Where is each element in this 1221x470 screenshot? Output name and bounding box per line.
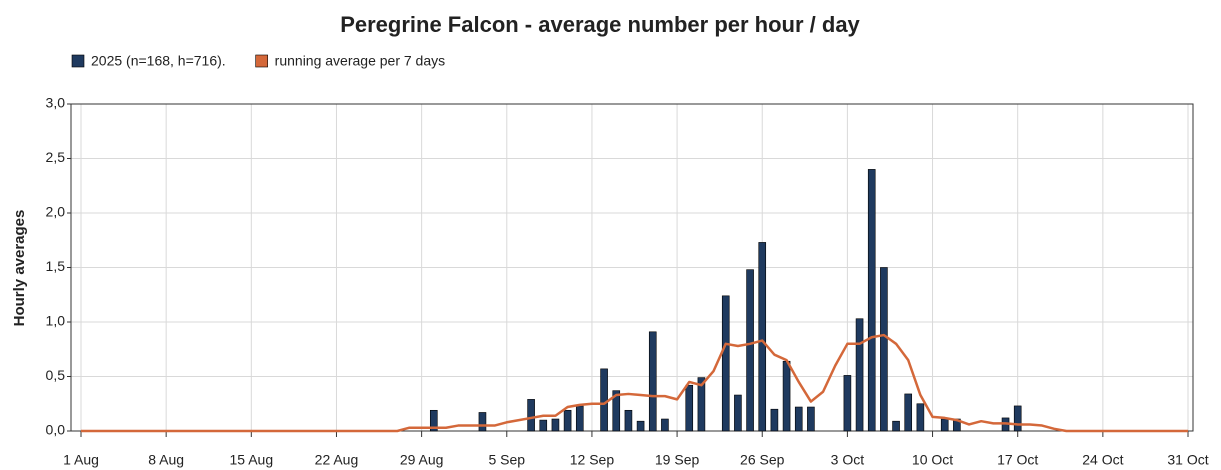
y-tick-label: 2,0 bbox=[46, 204, 66, 220]
bar bbox=[721, 295, 730, 432]
bar bbox=[563, 409, 572, 432]
y-tick-label: 1,0 bbox=[46, 313, 66, 329]
x-tick-label: 1 Aug bbox=[63, 452, 99, 468]
x-tick-label: 31 Oct bbox=[1167, 452, 1208, 468]
x-tick-label: 12 Sep bbox=[570, 452, 615, 468]
bar bbox=[746, 269, 754, 432]
x-tick-label: 17 Oct bbox=[997, 452, 1038, 468]
bar bbox=[782, 360, 791, 432]
x-tick-label: 8 Aug bbox=[148, 452, 184, 468]
legend-swatch bbox=[255, 54, 268, 68]
bar bbox=[575, 405, 584, 432]
bar bbox=[807, 406, 815, 432]
y-axis-label: Hourly averages bbox=[11, 210, 28, 327]
bar bbox=[636, 420, 645, 432]
y-tick-label: 0,5 bbox=[46, 367, 66, 383]
x-tick-label: 15 Aug bbox=[230, 452, 274, 468]
bar bbox=[551, 418, 560, 432]
x-tick-label: 10 Oct bbox=[912, 452, 953, 468]
chart-title: Peregrine Falcon - average number per ho… bbox=[340, 12, 860, 37]
y-tick-label: 0,0 bbox=[46, 422, 66, 438]
bar bbox=[612, 390, 621, 432]
y-tick-label: 3,0 bbox=[46, 95, 66, 111]
bar bbox=[697, 377, 706, 432]
bar bbox=[661, 418, 669, 432]
x-tick-label: 5 Sep bbox=[488, 452, 525, 468]
bar bbox=[600, 368, 608, 432]
bar bbox=[429, 409, 438, 432]
x-tick-label: 24 Oct bbox=[1082, 452, 1123, 468]
x-tick-label: 19 Sep bbox=[655, 452, 700, 468]
bar bbox=[904, 393, 913, 432]
bar bbox=[478, 412, 487, 432]
legend-swatch bbox=[71, 54, 85, 68]
bar bbox=[940, 418, 949, 432]
bar bbox=[1013, 405, 1022, 432]
y-tick-label: 2,5 bbox=[46, 149, 66, 165]
bar bbox=[648, 331, 657, 432]
bar bbox=[880, 267, 888, 432]
bar bbox=[624, 409, 633, 432]
bar bbox=[892, 420, 900, 432]
bar bbox=[539, 419, 548, 432]
x-tick-label: 3 Oct bbox=[831, 452, 865, 468]
bar bbox=[527, 399, 535, 432]
bar bbox=[734, 394, 742, 432]
bar bbox=[770, 408, 779, 432]
legend-label: running average per 7 days bbox=[275, 53, 445, 69]
bar bbox=[794, 406, 803, 432]
bar bbox=[843, 375, 852, 432]
legend-label: 2025 (n=168, h=716). bbox=[91, 53, 226, 69]
x-tick-label: 22 Aug bbox=[315, 452, 359, 468]
line bbox=[81, 333, 1189, 433]
bar bbox=[916, 403, 925, 432]
bar bbox=[855, 318, 864, 432]
bar bbox=[867, 169, 876, 432]
bar bbox=[685, 384, 694, 432]
x-tick-label: 29 Aug bbox=[400, 452, 444, 468]
y-tick-label: 1,5 bbox=[46, 258, 66, 274]
x-tick-label: 26 Sep bbox=[740, 452, 785, 468]
bar bbox=[758, 242, 767, 432]
